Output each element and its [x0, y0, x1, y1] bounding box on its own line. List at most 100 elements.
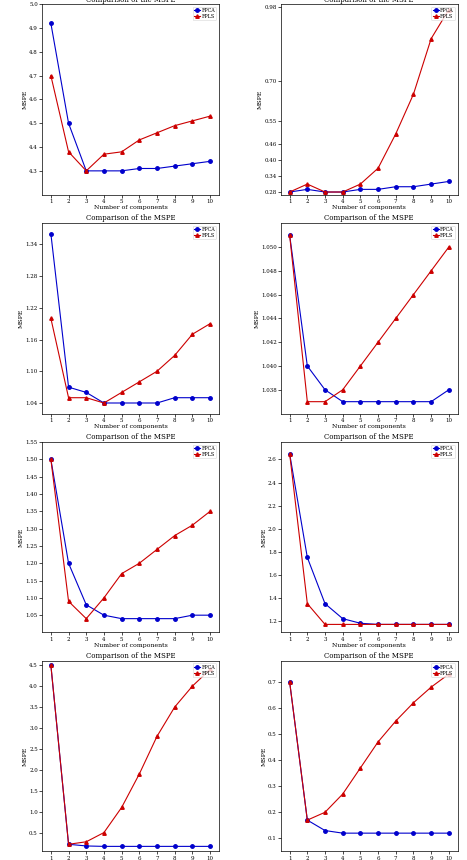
- FPCA: [428, 396, 434, 407]
- FPCA: [172, 613, 177, 624]
- FPLS: [48, 71, 54, 81]
- FPCA: [48, 229, 54, 239]
- FPCA: [172, 841, 177, 851]
- FPCA: [84, 387, 89, 397]
- FPLS: [101, 593, 107, 603]
- FPCA: [48, 18, 54, 28]
- Y-axis label: MSPE: MSPE: [255, 309, 260, 328]
- FPCA: [375, 619, 381, 630]
- FPCA: [322, 826, 328, 836]
- Line: FPCA: FPCA: [288, 680, 451, 835]
- X-axis label: Number of components: Number of components: [333, 206, 406, 210]
- FPCA: [393, 396, 398, 407]
- FPLS: [172, 702, 177, 712]
- FPCA: [340, 396, 346, 407]
- FPLS: [322, 187, 328, 197]
- FPLS: [84, 166, 89, 176]
- FPCA: [287, 230, 292, 240]
- FPCA: [375, 828, 381, 838]
- FPCA: [358, 618, 363, 629]
- FPLS: [393, 716, 398, 726]
- FPLS: [172, 350, 177, 360]
- FPLS: [66, 392, 71, 402]
- FPLS: [190, 329, 195, 340]
- FPCA: [446, 619, 452, 630]
- FPLS: [410, 619, 416, 630]
- FPCA: [340, 828, 346, 838]
- Title: Comparison of the MSPE: Comparison of the MSPE: [325, 652, 414, 660]
- FPLS: [287, 230, 292, 240]
- FPCA: [287, 449, 292, 459]
- FPLS: [172, 120, 177, 131]
- FPLS: [322, 396, 328, 407]
- Line: FPLS: FPLS: [288, 673, 451, 822]
- FPCA: [101, 610, 107, 620]
- FPCA: [304, 184, 310, 194]
- Y-axis label: MSPE: MSPE: [262, 746, 267, 766]
- FPCA: [375, 396, 381, 407]
- FPCA: [207, 610, 213, 620]
- FPLS: [101, 149, 107, 159]
- FPLS: [66, 596, 71, 606]
- FPCA: [154, 613, 160, 624]
- X-axis label: Number of components: Number of components: [93, 206, 167, 210]
- FPLS: [304, 815, 310, 826]
- FPCA: [119, 166, 124, 176]
- FPLS: [136, 135, 142, 145]
- Text: (e) Model 5: (e) Model 5: [98, 674, 163, 685]
- FPCA: [446, 828, 452, 838]
- FPCA: [322, 384, 328, 395]
- FPCA: [428, 179, 434, 189]
- FPLS: [340, 619, 346, 630]
- FPLS: [136, 377, 142, 387]
- FPLS: [428, 682, 434, 692]
- FPLS: [340, 789, 346, 799]
- Legend: FPCA, FPLS: FPCA, FPLS: [431, 445, 455, 458]
- FPLS: [322, 808, 328, 818]
- FPLS: [207, 664, 213, 674]
- FPLS: [375, 619, 381, 630]
- X-axis label: Number of components: Number of components: [93, 424, 167, 429]
- FPCA: [119, 841, 124, 851]
- FPLS: [287, 677, 292, 687]
- Line: FPLS: FPLS: [288, 8, 451, 194]
- Text: (f) Model 6: (f) Model 6: [338, 674, 400, 685]
- FPCA: [207, 157, 213, 167]
- FPCA: [101, 841, 107, 851]
- FPLS: [119, 802, 124, 813]
- FPLS: [287, 187, 292, 197]
- FPCA: [119, 613, 124, 624]
- Title: Comparison of the MSPE: Comparison of the MSPE: [86, 214, 175, 223]
- FPLS: [322, 619, 328, 630]
- FPLS: [428, 619, 434, 630]
- Line: FPLS: FPLS: [288, 233, 451, 403]
- Text: (d) Model 4: (d) Model 4: [337, 456, 402, 466]
- Title: Comparison of the MSPE: Comparison of the MSPE: [325, 433, 414, 441]
- FPCA: [172, 161, 177, 171]
- FPCA: [136, 398, 142, 408]
- FPLS: [410, 290, 416, 300]
- FPCA: [66, 839, 71, 850]
- Line: FPLS: FPLS: [49, 663, 212, 846]
- FPCA: [154, 841, 160, 851]
- FPLS: [393, 619, 398, 630]
- FPLS: [101, 398, 107, 408]
- FPCA: [410, 181, 416, 192]
- FPCA: [172, 392, 177, 402]
- X-axis label: Number of components: Number of components: [333, 424, 406, 429]
- Y-axis label: MSPE: MSPE: [22, 89, 28, 109]
- Title: Comparison of the MSPE: Comparison of the MSPE: [325, 0, 414, 3]
- FPCA: [190, 158, 195, 169]
- FPCA: [322, 187, 328, 197]
- FPCA: [304, 815, 310, 826]
- FPLS: [358, 179, 363, 189]
- Line: FPCA: FPCA: [49, 22, 212, 173]
- FPCA: [207, 841, 213, 851]
- FPLS: [84, 613, 89, 624]
- FPCA: [119, 398, 124, 408]
- Legend: FPCA, FPLS: FPCA, FPLS: [192, 663, 217, 677]
- FPLS: [446, 669, 452, 679]
- FPCA: [410, 396, 416, 407]
- FPLS: [375, 737, 381, 747]
- FPLS: [119, 387, 124, 397]
